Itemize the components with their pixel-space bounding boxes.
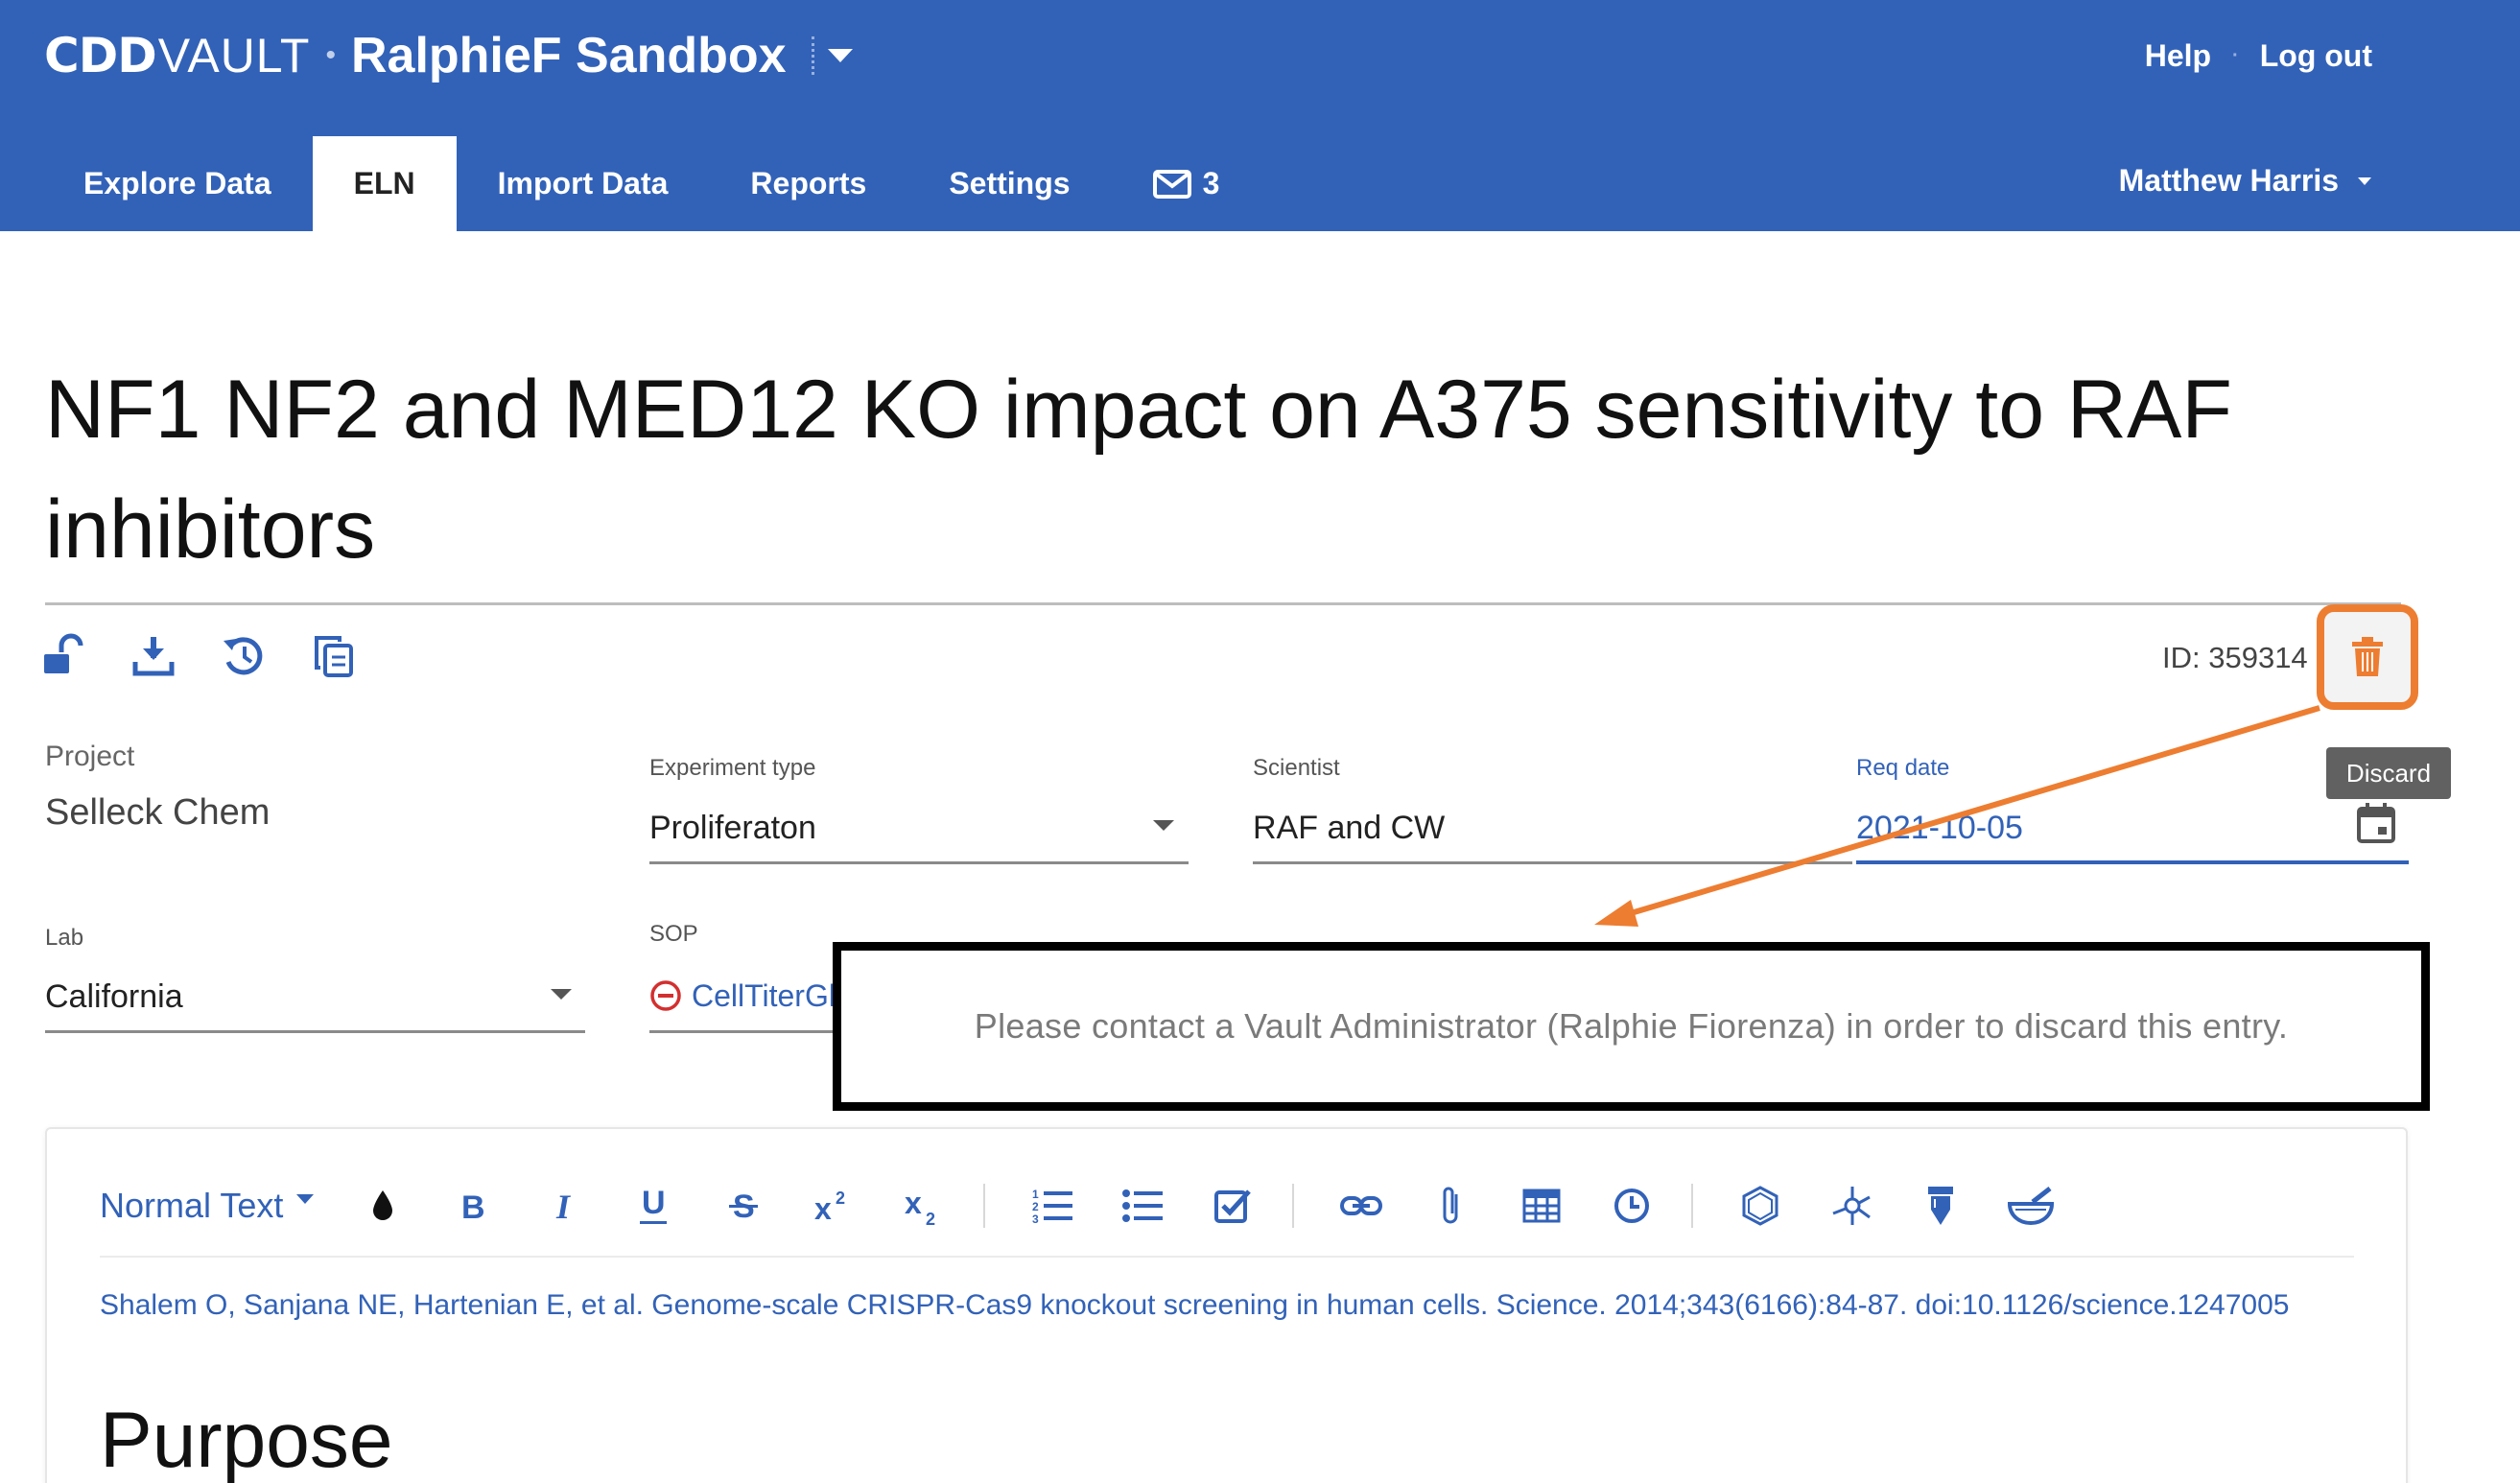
user-menu-chevron-down-icon bbox=[2358, 177, 2371, 185]
user-name: Matthew Harris bbox=[2118, 163, 2339, 198]
text-style-dropdown[interactable]: Normal Text bbox=[100, 1186, 315, 1226]
discard-tooltip: Discard bbox=[2326, 747, 2451, 799]
link-icon[interactable] bbox=[1338, 1183, 1384, 1229]
discard-notice-text: Please contact a Vault Administrator (Ra… bbox=[974, 1006, 2289, 1046]
svg-text:2: 2 bbox=[1032, 1200, 1039, 1213]
top-link-separator: · bbox=[2232, 45, 2239, 66]
italic-icon[interactable]: I bbox=[540, 1183, 586, 1229]
svg-text:3: 3 bbox=[1032, 1212, 1039, 1225]
top-links: Help · Log out bbox=[2145, 38, 2372, 74]
remove-sop-icon[interactable] bbox=[649, 979, 682, 1012]
discard-button[interactable] bbox=[2317, 604, 2418, 710]
experiment-type-chevron-down-icon[interactable] bbox=[1153, 820, 1174, 831]
user-menu[interactable]: Matthew Harris bbox=[2119, 163, 2371, 199]
main-tabs: Explore Data ELN Import Data Reports Set… bbox=[42, 136, 1260, 231]
logout-link[interactable]: Log out bbox=[2259, 38, 2372, 73]
unlock-icon[interactable] bbox=[40, 633, 86, 679]
entry-id: ID: 359314 bbox=[2162, 641, 2308, 674]
calendar-icon[interactable] bbox=[2356, 802, 2396, 844]
svg-text:U: U bbox=[642, 1185, 666, 1221]
req-date-underline bbox=[1856, 860, 2409, 864]
svg-text:I: I bbox=[555, 1189, 572, 1223]
lab-select[interactable]: California bbox=[45, 978, 183, 1015]
experiment-type-select[interactable]: Proliferaton bbox=[649, 810, 816, 846]
lab-chevron-down-icon[interactable] bbox=[551, 989, 572, 1000]
mortar-icon[interactable] bbox=[2008, 1183, 2055, 1229]
table-icon[interactable] bbox=[1519, 1183, 1565, 1229]
bold-icon[interactable]: B bbox=[450, 1183, 496, 1229]
scientist-input[interactable]: RAF and CW bbox=[1253, 810, 1446, 846]
discard-notice-callout: Please contact a Vault Administrator (Ra… bbox=[833, 942, 2430, 1111]
vault-name: RalphieF Sandbox bbox=[350, 28, 787, 83]
vault-switcher-chevron-down-icon[interactable] bbox=[827, 49, 853, 62]
svg-text:2: 2 bbox=[836, 1189, 845, 1208]
tab-messages[interactable]: 3 bbox=[1112, 136, 1261, 231]
title-divider bbox=[45, 602, 2401, 605]
ordered-list-icon[interactable]: 1 2 3 bbox=[1029, 1183, 1075, 1229]
history-icon[interactable] bbox=[221, 633, 267, 679]
attachment-icon[interactable] bbox=[1428, 1183, 1474, 1229]
timestamp-icon[interactable] bbox=[1609, 1183, 1655, 1229]
text-style-chevron-down-icon bbox=[296, 1194, 315, 1204]
tab-import-data[interactable]: Import Data bbox=[497, 166, 669, 200]
tab-eln[interactable]: ELN bbox=[312, 136, 457, 231]
sop-link[interactable]: CellTiterGl bbox=[692, 978, 836, 1013]
brand-separator-dot: • bbox=[325, 39, 336, 71]
svg-text:2: 2 bbox=[926, 1210, 935, 1227]
text-color-icon[interactable] bbox=[360, 1183, 406, 1229]
tab-explore-data[interactable]: Explore Data bbox=[83, 166, 271, 200]
vault-switcher-divider bbox=[811, 36, 814, 75]
trash-icon bbox=[2352, 637, 2383, 676]
purpose-heading[interactable]: Purpose bbox=[100, 1397, 393, 1483]
molecule-icon[interactable] bbox=[1737, 1183, 1783, 1229]
req-date-label: Req date bbox=[1856, 755, 1950, 781]
project-label: Project bbox=[45, 741, 135, 772]
tab-settings[interactable]: Settings bbox=[949, 166, 1071, 200]
lab-underline bbox=[45, 1030, 585, 1033]
svg-text:x: x bbox=[905, 1186, 922, 1220]
vault-logo-text: VAULT bbox=[157, 29, 311, 82]
sop-underline bbox=[649, 1030, 841, 1033]
bullet-list-icon[interactable] bbox=[1119, 1183, 1166, 1229]
scientist-label: Scientist bbox=[1253, 755, 1340, 781]
underline-icon[interactable]: U bbox=[630, 1183, 676, 1229]
top-navigation-bar: CDD VAULT • RalphieF Sandbox Help · Log … bbox=[0, 0, 2520, 231]
svg-text:1: 1 bbox=[1032, 1188, 1039, 1201]
toolbar-divider bbox=[983, 1184, 986, 1228]
sop-label: SOP bbox=[649, 921, 698, 947]
toolbar-divider bbox=[1292, 1184, 1295, 1228]
project-value: Selleck Chem bbox=[45, 792, 271, 833]
text-style-label: Normal Text bbox=[100, 1186, 284, 1225]
citation-text[interactable]: Shalem O, Sanjana NE, Hartenian E, et al… bbox=[100, 1289, 2290, 1321]
messages-count: 3 bbox=[1202, 166, 1220, 200]
help-link[interactable]: Help bbox=[2144, 38, 2212, 73]
req-date-input[interactable]: 2021-10-05 bbox=[1856, 810, 2023, 846]
svg-text:x: x bbox=[814, 1191, 832, 1225]
scientist-underline bbox=[1253, 861, 1852, 864]
brand: CDD VAULT • RalphieF Sandbox bbox=[44, 27, 853, 84]
chem-reaction-icon[interactable] bbox=[1827, 1183, 1873, 1229]
experiment-type-label: Experiment type bbox=[649, 755, 816, 781]
entry-actions bbox=[40, 633, 357, 679]
sample-tube-icon[interactable] bbox=[1918, 1183, 1964, 1229]
page-title[interactable]: NF1 NF2 and MED12 KO impact on A375 sens… bbox=[45, 364, 2232, 576]
experiment-type-underline bbox=[649, 861, 1189, 864]
checklist-icon[interactable] bbox=[1210, 1183, 1256, 1229]
tab-reports[interactable]: Reports bbox=[750, 166, 867, 200]
download-icon[interactable] bbox=[130, 633, 177, 679]
envelope-icon bbox=[1152, 169, 1191, 199]
toolbar-divider-line bbox=[100, 1256, 2354, 1258]
lab-label: Lab bbox=[45, 925, 84, 951]
copy-icon[interactable] bbox=[311, 633, 357, 679]
svg-text:B: B bbox=[461, 1189, 485, 1223]
cdd-logo[interactable]: CDD bbox=[44, 28, 157, 83]
strikethrough-icon[interactable]: S bbox=[720, 1183, 766, 1229]
toolbar-divider bbox=[1691, 1184, 1694, 1228]
